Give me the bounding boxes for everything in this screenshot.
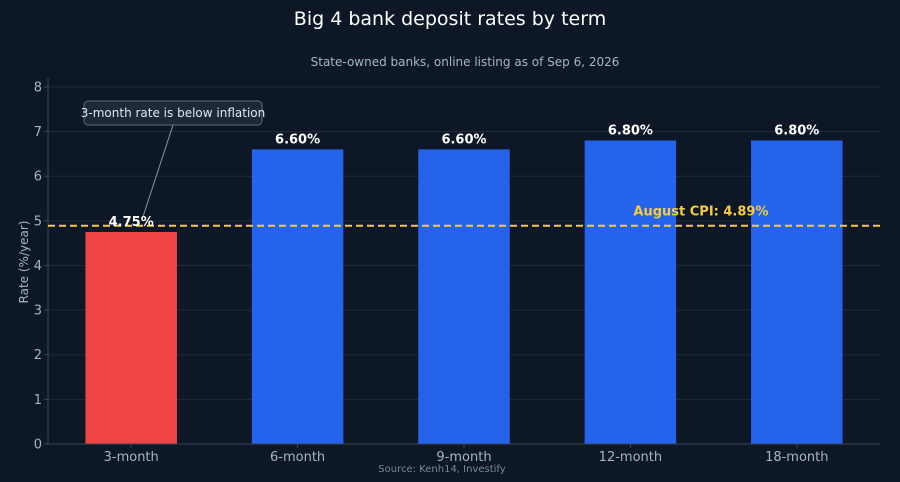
annotation-group: 3-month rate is below inflation [81, 100, 265, 217]
source-note: Source: Kenh14, Investify [378, 464, 505, 475]
y-axis-title: Rate (%/year) [17, 221, 31, 304]
bars [85, 140, 843, 445]
bar-3-month [85, 231, 177, 444]
annotation-text: 3-month rate is below inflation [81, 106, 265, 120]
x-tick-label: 18-month [765, 450, 828, 465]
bar-value-label: 6.80% [608, 123, 653, 138]
reference-line-group: August CPI: 4.89% [48, 205, 880, 227]
y-tick-label: 2 [34, 348, 42, 363]
bar-12-month [584, 140, 677, 445]
x-tick-label: 6-month [270, 450, 325, 465]
bar-value-label: 6.60% [441, 132, 486, 147]
cpi-reference-label: August CPI: 4.89% [633, 205, 768, 220]
axes: 0 1 2 3 4 5 6 7 8 3-month 6-month 9-month 12-month 18… [34, 78, 880, 465]
x-tick-label: 3-month [104, 450, 159, 465]
y-tick-label: 8 [34, 80, 42, 95]
bar-6-month [251, 149, 344, 445]
labels: 4.75% 6.60% 6.60% 6.80% 6.80% [109, 123, 820, 230]
bar-value-label: 4.75% [109, 215, 154, 230]
bar-18-month [751, 140, 843, 445]
y-tick-label: 4 [34, 259, 42, 274]
chart-subtitle: State-owned banks, online listing as of … [311, 55, 620, 69]
y-tick-label: 0 [34, 438, 42, 453]
bar-value-label: 6.80% [774, 123, 819, 138]
x-tick-label: 9-month [436, 450, 491, 465]
y-tick-label: 5 [34, 214, 42, 229]
y-tick-label: 1 [34, 393, 42, 408]
bar-value-label: 6.60% [275, 132, 320, 147]
bar-9-month [418, 149, 510, 445]
x-tick-label: 12-month [599, 450, 662, 465]
y-tick-label: 6 [34, 170, 42, 185]
annotation-leader-line [142, 124, 174, 217]
chart-title: Big 4 bank deposit rates by term [294, 8, 606, 30]
y-tick-label: 7 [34, 125, 42, 140]
y-tick-label: 3 [34, 304, 42, 319]
annotation-box [83, 100, 263, 126]
